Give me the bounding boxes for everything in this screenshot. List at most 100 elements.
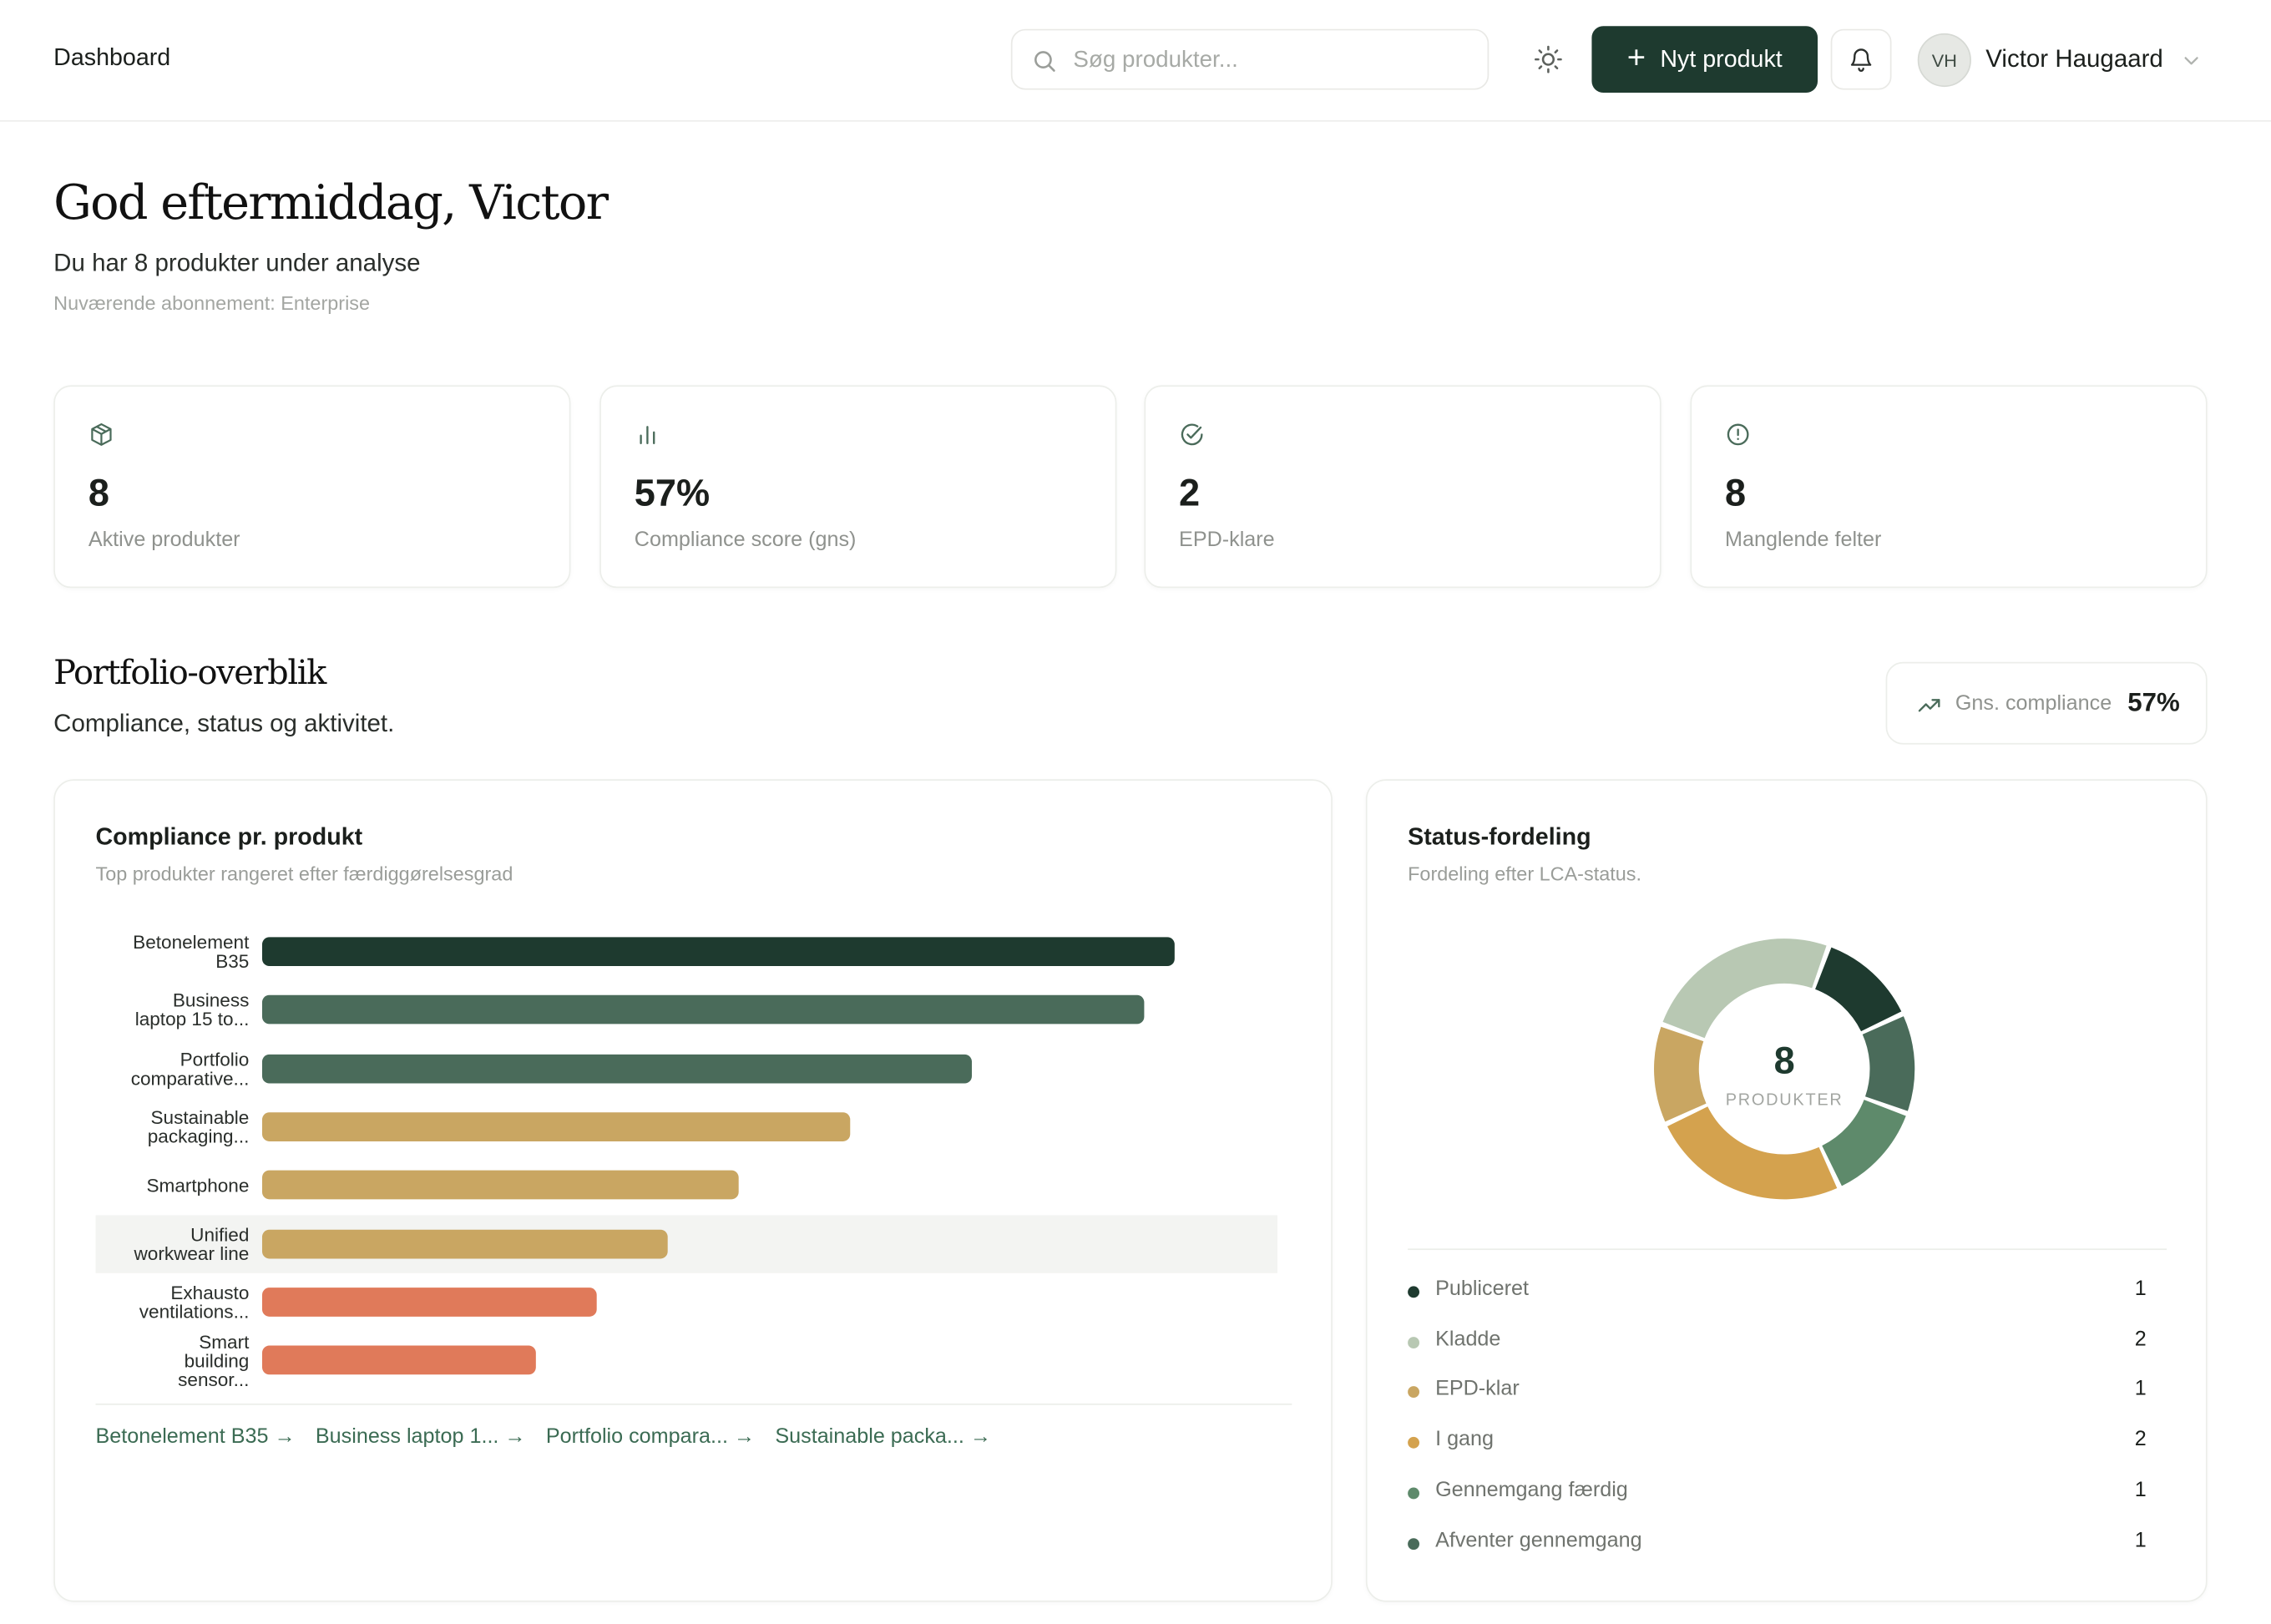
bar-label-line: Sustainable bbox=[150, 1106, 250, 1129]
legend-label: I gang bbox=[1435, 1428, 1495, 1452]
bar-label-line: Unified bbox=[190, 1222, 250, 1245]
legend-item: Publiceret 1 bbox=[1408, 1277, 2147, 1307]
product-link[interactable]: Business laptop 1... → bbox=[315, 1424, 526, 1449]
bell-icon bbox=[1850, 48, 1872, 72]
bar-label: Unified workwear line bbox=[95, 1225, 249, 1262]
legend-item: Gennemgang færdig 1 bbox=[1408, 1479, 2147, 1508]
bar-row[interactable]: Business laptop 15 to... bbox=[95, 981, 1277, 1039]
section-subtitle: Compliance, status og aktivitet. bbox=[53, 710, 395, 737]
bar[interactable] bbox=[261, 1287, 597, 1317]
donut-slice[interactable] bbox=[1654, 1026, 1707, 1122]
product-links: Betonelement B35 → Business laptop 1... … bbox=[95, 1425, 991, 1449]
donut-svg bbox=[1654, 938, 1915, 1200]
legend-dot bbox=[1408, 1537, 1420, 1550]
avatar[interactable]: VH bbox=[1917, 33, 1971, 88]
legend-dot bbox=[1408, 1487, 1420, 1500]
breadcrumb[interactable]: Dashboard bbox=[53, 44, 171, 72]
bar-row[interactable]: Unified workwear line bbox=[95, 1214, 1278, 1272]
divider bbox=[1408, 1248, 2167, 1251]
legend-dot bbox=[1408, 1336, 1420, 1348]
bar-label-line: building bbox=[184, 1349, 250, 1372]
package-icon bbox=[91, 422, 112, 446]
theme-toggle-sun-icon[interactable] bbox=[1532, 43, 1564, 75]
bar[interactable] bbox=[261, 1170, 739, 1200]
page-subtitle: Du har 8 produkter under analyse bbox=[53, 249, 421, 277]
legend-count: 2 bbox=[2134, 1328, 2147, 1351]
legend-item: Afventer gennemgang 1 bbox=[1408, 1529, 2147, 1558]
bar-label: Smart building sensor... bbox=[95, 1332, 249, 1389]
stat-card-active-products: 8 Aktive produkter bbox=[53, 385, 571, 589]
bar-label: Smartphone bbox=[95, 1174, 250, 1196]
legend-count: 1 bbox=[2134, 1528, 2147, 1552]
bar-row[interactable]: Smartphone bbox=[95, 1156, 1277, 1214]
legend-item: I gang 2 bbox=[1408, 1429, 2147, 1458]
legend-count: 1 bbox=[2134, 1277, 2147, 1301]
notifications-button[interactable] bbox=[1830, 28, 1892, 90]
legend-label: EPD-klar bbox=[1435, 1378, 1520, 1402]
chevron-down-icon[interactable] bbox=[2180, 49, 2203, 73]
bar-label: Sustainable packaging... bbox=[95, 1106, 250, 1147]
product-link[interactable]: Betonelement B35 → bbox=[95, 1424, 296, 1449]
donut-center-label: PRODUKTER bbox=[1725, 1091, 1844, 1110]
donut-slice[interactable] bbox=[1662, 938, 1827, 1039]
legend-label: Gennemgang færdig bbox=[1435, 1478, 1628, 1502]
avg-compliance-value: 57% bbox=[2127, 687, 2180, 717]
top-bar: Dashboard + Nyt produkt VH Victor Haugaa… bbox=[0, 0, 2271, 122]
bar-row[interactable]: Sustainable packaging... bbox=[95, 1098, 1277, 1156]
legend-count: 1 bbox=[2134, 1478, 2147, 1502]
stat-label: Aktive produkter bbox=[88, 529, 240, 552]
bar[interactable] bbox=[261, 1054, 972, 1083]
status-distribution-panel: Status-fordeling Fordeling efter LCA-sta… bbox=[1365, 779, 2208, 1602]
legend-label: Afventer gennemgang bbox=[1435, 1528, 1642, 1552]
plus-icon: + bbox=[1626, 38, 1646, 76]
bar[interactable] bbox=[261, 1112, 851, 1141]
donut-slice[interactable] bbox=[1862, 1016, 1915, 1111]
search-box[interactable] bbox=[1010, 28, 1490, 90]
avg-compliance-label: Gns. compliance bbox=[1955, 692, 2112, 716]
bar-row[interactable]: Portfolio comparative... bbox=[95, 1040, 1277, 1097]
stat-label: EPD-klare bbox=[1179, 529, 1275, 552]
legend-dot bbox=[1408, 1286, 1420, 1298]
donut-slice[interactable] bbox=[1822, 1100, 1906, 1186]
bar[interactable] bbox=[261, 937, 1175, 967]
legend-count: 1 bbox=[2134, 1378, 2147, 1402]
search-input[interactable] bbox=[1070, 43, 1468, 78]
legend-label: Publiceret bbox=[1435, 1277, 1529, 1301]
legend-dot bbox=[1408, 1386, 1420, 1399]
page-title: God eftermiddag, Victor bbox=[53, 174, 609, 230]
product-link[interactable]: Sustainable packa... → bbox=[775, 1424, 992, 1449]
trending-up-icon bbox=[1918, 699, 1940, 712]
stat-card-epd-ready: 2 EPD-klare bbox=[1144, 385, 1662, 589]
stat-card-compliance-score: 57% Compliance score (gns) bbox=[599, 385, 1117, 589]
check-circle-icon bbox=[1181, 423, 1203, 446]
product-link[interactable]: Portfolio compara... → bbox=[545, 1424, 756, 1449]
stat-label: Manglende felter bbox=[1725, 529, 1882, 552]
new-product-button[interactable]: + Nyt produkt bbox=[1591, 26, 1818, 94]
status-donut-chart: 8 PRODUKTER bbox=[1646, 931, 1922, 1207]
donut-slice[interactable] bbox=[1815, 947, 1902, 1032]
bar-label-line: Betonelement bbox=[133, 931, 250, 954]
bar-label-line: sensor... bbox=[178, 1368, 250, 1390]
bar[interactable] bbox=[261, 1228, 668, 1258]
bar[interactable] bbox=[261, 995, 1145, 1024]
donut-slice[interactable] bbox=[1667, 1106, 1838, 1200]
bar-label: Business laptop 15 to... bbox=[95, 991, 250, 1029]
legend-item: EPD-klar 1 bbox=[1408, 1378, 2147, 1407]
stat-card-missing-fields: 8 Manglende felter bbox=[1690, 385, 2208, 589]
panel-description: Top produkter rangeret efter færdiggørel… bbox=[95, 863, 513, 885]
stat-value: 57% bbox=[634, 470, 711, 514]
bar-label: Exhausto ventilations... bbox=[95, 1283, 250, 1321]
bar-row[interactable]: Betonelement B35 bbox=[95, 923, 1277, 980]
user-name[interactable]: Victor Haugaard bbox=[1985, 44, 2163, 73]
bar-label-line: Smartphone bbox=[146, 1174, 250, 1196]
bar-label-line: workwear line bbox=[134, 1242, 250, 1264]
stat-value: 8 bbox=[88, 470, 109, 514]
stat-value: 2 bbox=[1179, 470, 1201, 514]
bar-label-line: Smart bbox=[199, 1330, 250, 1353]
avg-compliance-badge: Gns. compliance 57% bbox=[1885, 661, 2208, 745]
bar[interactable] bbox=[261, 1345, 536, 1375]
bar-row[interactable]: Exhausto ventilations... bbox=[95, 1272, 1277, 1330]
bar-row[interactable]: Smart building sensor... bbox=[95, 1331, 1277, 1389]
bar-label-line: packaging... bbox=[147, 1125, 250, 1147]
